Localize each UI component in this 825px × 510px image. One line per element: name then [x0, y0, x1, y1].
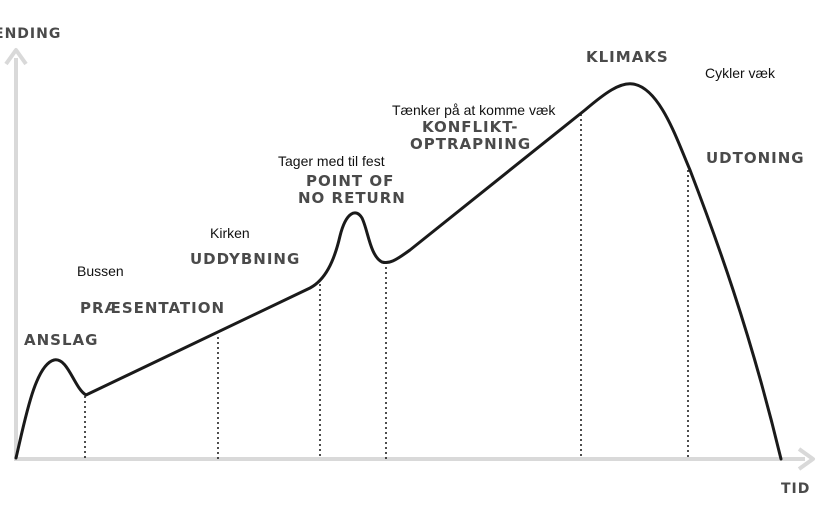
- axes: ENDING TID: [0, 26, 815, 497]
- stage-dividers: [84, 114, 689, 459]
- annotation-notes: Bussen Kirken Tager med til fest Tænker …: [77, 65, 776, 279]
- note-tager-med-til-fest: Tager med til fest: [278, 153, 385, 169]
- y-axis-label: ENDING: [0, 26, 61, 42]
- note-bussen: Bussen: [77, 263, 124, 279]
- stage-point-of-no-return-line1: POINT OF: [306, 172, 394, 190]
- note-cykler-vaek: Cykler væk: [705, 65, 776, 81]
- note-kirken: Kirken: [210, 225, 250, 241]
- stage-point-of-no-return-line2: NO RETURN: [298, 189, 406, 207]
- stage-klimaks: KLIMAKS: [586, 48, 669, 66]
- stage-labels: ANSLAG PRÆSENTATION UDDYBNING POINT OF N…: [24, 48, 805, 349]
- stage-udtoning: UDTONING: [706, 149, 805, 167]
- stage-anslag: ANSLAG: [24, 331, 98, 349]
- story-arc-curve: [14, 82, 783, 461]
- note-taenker-paa-at-komme-vaek: Tænker på at komme væk: [392, 102, 556, 118]
- stage-konflikt-line1: KONFLIKT-: [422, 118, 519, 136]
- y-axis-arrowhead: [4, 48, 28, 66]
- x-axis-arrowhead: [797, 447, 815, 471]
- x-axis-label: TID: [781, 481, 810, 497]
- stage-uddybning: UDDYBNING: [190, 250, 300, 268]
- stage-praesentation: PRÆSENTATION: [80, 299, 225, 317]
- stage-konflikt-line2: OPTRAPNING: [410, 135, 531, 153]
